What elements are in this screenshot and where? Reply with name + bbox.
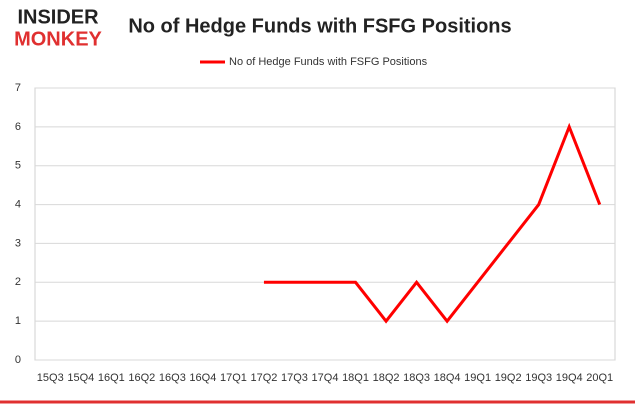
x-tick-label: 17Q3 bbox=[281, 372, 308, 384]
x-tick-label: 18Q1 bbox=[342, 372, 369, 384]
x-tick-label: 15Q3 bbox=[37, 372, 64, 384]
x-tick-label: 17Q2 bbox=[250, 372, 277, 384]
x-tick-label: 17Q1 bbox=[220, 372, 247, 384]
x-tick-label: 18Q2 bbox=[373, 372, 400, 384]
x-tick-label: 19Q4 bbox=[556, 372, 583, 384]
logo-top: INSIDER bbox=[17, 6, 99, 28]
x-tick-label: 16Q1 bbox=[98, 372, 125, 384]
y-tick-label: 0 bbox=[15, 354, 21, 366]
y-tick-label: 4 bbox=[15, 198, 21, 210]
x-tick-label: 18Q4 bbox=[434, 372, 461, 384]
y-tick-label: 6 bbox=[15, 121, 21, 133]
x-tick-label: 15Q4 bbox=[67, 372, 94, 384]
y-tick-label: 2 bbox=[15, 276, 21, 288]
chart-title: No of Hedge Funds with FSFG Positions bbox=[128, 15, 511, 37]
x-tick-label: 20Q1 bbox=[586, 372, 613, 384]
y-tick-label: 1 bbox=[15, 315, 21, 327]
x-tick-label: 19Q1 bbox=[464, 372, 491, 384]
x-tick-label: 19Q3 bbox=[525, 372, 552, 384]
x-tick-label: 18Q3 bbox=[403, 372, 430, 384]
logo-bottom: MONKEY bbox=[14, 28, 102, 50]
y-tick-label: 3 bbox=[15, 237, 21, 249]
x-tick-label: 19Q2 bbox=[495, 372, 522, 384]
y-tick-label: 5 bbox=[15, 160, 21, 172]
x-tick-label: 16Q4 bbox=[189, 372, 216, 384]
x-tick-label: 16Q2 bbox=[128, 372, 155, 384]
data-line bbox=[263, 122, 602, 324]
x-tick-label: 16Q3 bbox=[159, 372, 186, 384]
x-tick-label: 17Q4 bbox=[312, 372, 339, 384]
y-tick-label: 7 bbox=[15, 82, 21, 94]
legend-label: No of Hedge Funds with FSFG Positions bbox=[229, 56, 428, 68]
